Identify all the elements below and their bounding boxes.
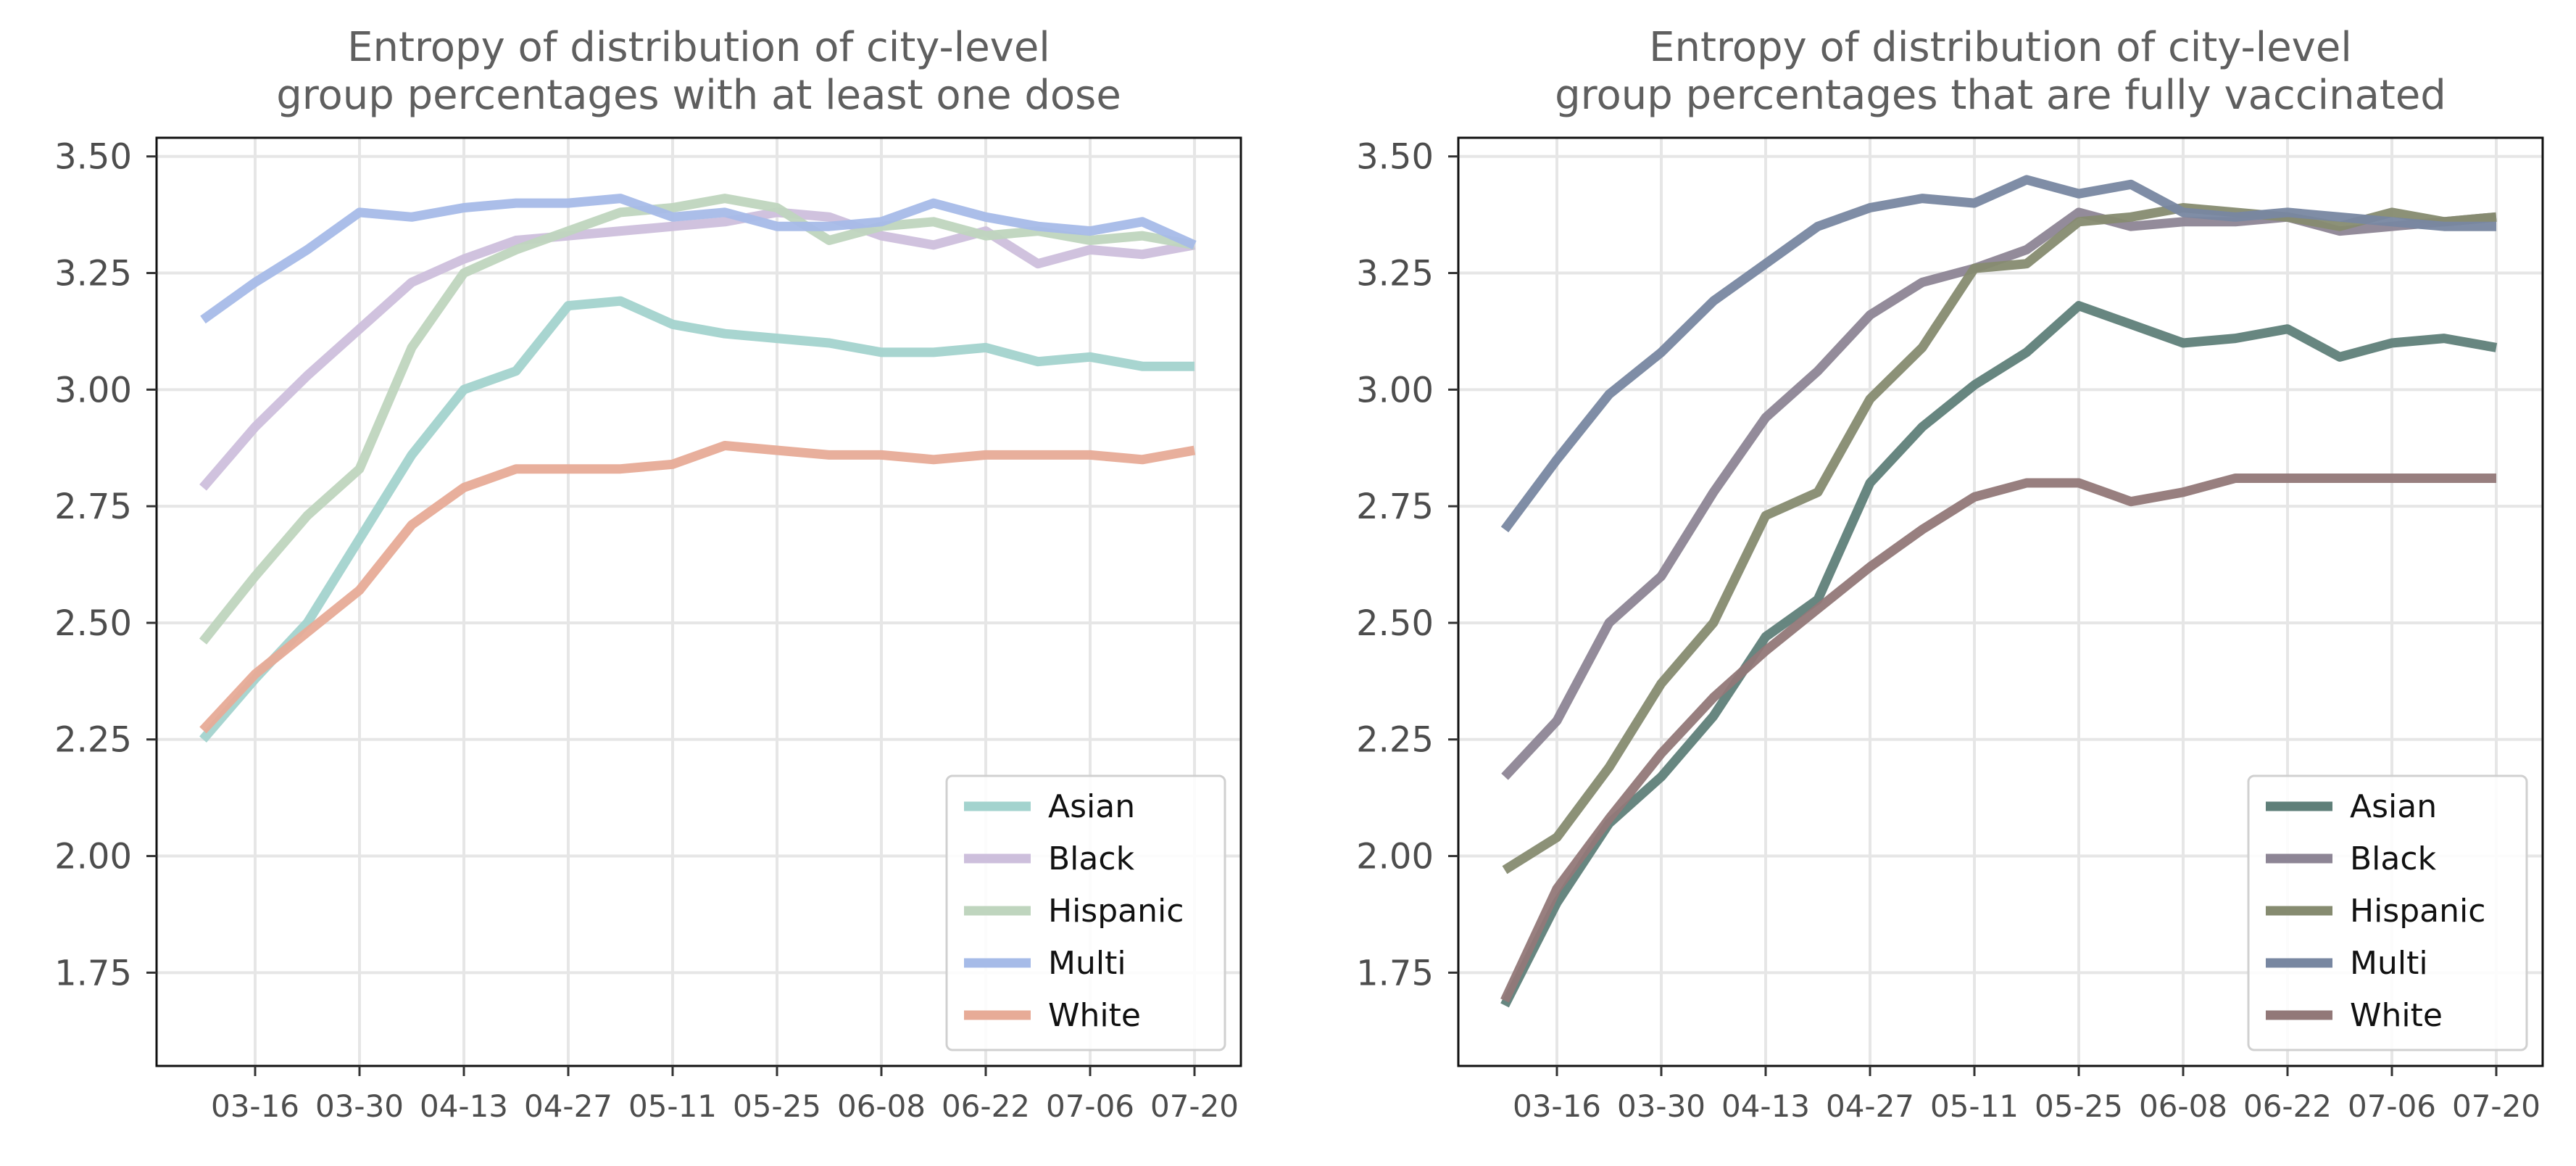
x-tick-label: 05-25 (733, 1088, 821, 1124)
x-axis: 03-16 03-30 04-13 04-27 05-11 05-25 06-08 06-22… (1513, 1066, 2540, 1124)
x-tick-label: 03-16 (1513, 1088, 1601, 1124)
x-tick-label: 03-30 (315, 1088, 404, 1124)
y-tick-label: 3.25 (54, 254, 132, 294)
legend-item-white: White (964, 997, 1141, 1034)
x-tick-label: 04-13 (420, 1088, 508, 1124)
y-tick-label: 2.75 (54, 487, 132, 527)
legend-item-asian: Asian (964, 788, 1135, 825)
legend: Asian Black Hispanic Multi White (945, 774, 1226, 1051)
legend-item-white: White (2266, 997, 2443, 1034)
series-line-asian (1500, 301, 2498, 1008)
x-tick-label: 07-20 (1150, 1088, 1239, 1124)
series-line-white (1500, 474, 2496, 1003)
legend-item-multi: Multi (2266, 945, 2428, 982)
x-tick-label: 07-06 (2348, 1088, 2436, 1124)
legend: Asian Black Hispanic Multi White (2247, 774, 2528, 1051)
axes-frame (155, 136, 1242, 1067)
x-tick-label: 06-22 (2243, 1088, 2332, 1124)
x-tick-label: 04-27 (1826, 1088, 1914, 1124)
x-tick-label: 07-20 (2452, 1088, 2540, 1124)
x-tick-label: 05-11 (628, 1088, 717, 1124)
series-line-hispanic (1502, 203, 2497, 874)
x-tick-label: 04-27 (524, 1088, 612, 1124)
y-tick-label: 2.50 (1356, 603, 1434, 644)
legend-label: Hispanic (1048, 893, 1184, 930)
x-axis: 03-16 03-30 04-13 04-27 05-11 05-25 06-08 06-22… (211, 1066, 1239, 1124)
legend-label: Multi (2350, 945, 2428, 982)
series-line-black (199, 207, 1196, 491)
x-tick-label: 05-11 (1930, 1088, 2019, 1124)
y-tick-label: 2.00 (1356, 837, 1434, 877)
legend-label: White (1048, 997, 1141, 1034)
grid (157, 138, 1241, 1066)
legend-label: Black (1048, 840, 1135, 877)
y-tick-label: 1.75 (54, 953, 132, 993)
legend-label: Black (2350, 840, 2437, 877)
legend-label: Asian (2350, 788, 2437, 825)
y-tick-label: 1.75 (1356, 953, 1434, 993)
chart-title-line: group percentages with at least one dose (276, 72, 1121, 119)
x-tick-label: 06-22 (942, 1088, 1030, 1124)
y-tick-label: 3.00 (1356, 370, 1434, 410)
x-tick-label: 05-25 (2035, 1088, 2123, 1124)
y-tick-label: 2.50 (54, 603, 132, 644)
x-tick-label: 07-06 (1046, 1088, 1134, 1124)
y-tick-label: 3.50 (1356, 137, 1434, 178)
axes-frame (1457, 136, 2544, 1067)
x-tick-label: 06-08 (2139, 1088, 2227, 1124)
chart-title-line: Entropy of distribution of city-level (1649, 24, 2352, 71)
chart-title-line: group percentages that are fully vaccina… (1555, 72, 2446, 119)
legend-label: White (2350, 997, 2443, 1034)
x-tick-label: 06-08 (837, 1088, 926, 1124)
y-tick-label: 2.25 (1356, 720, 1434, 761)
x-tick-label: 03-30 (1617, 1088, 1705, 1124)
legend-box (945, 774, 1226, 1051)
legend-label: Hispanic (2350, 893, 2485, 930)
series-lines (1500, 175, 2498, 1008)
chart-title-line: Entropy of distribution of city-level (347, 24, 1050, 71)
series-line-asian (199, 296, 1194, 743)
series-line-multi (1500, 175, 2496, 533)
legend-item-black: Black (964, 840, 1135, 877)
y-tick-label: 2.25 (54, 720, 132, 761)
y-tick-label: 2.75 (1356, 487, 1434, 527)
series-line-white (199, 441, 1196, 734)
y-axis: 1.75 2.00 2.25 2.50 2.75 3.00 3.25 3.50 (1356, 137, 1458, 993)
y-axis: 1.75 2.00 2.25 2.50 2.75 3.00 3.25 3.50 (54, 137, 157, 993)
y-tick-label: 3.00 (54, 370, 132, 410)
series-line-multi (200, 194, 1197, 324)
y-tick-label: 3.25 (1356, 254, 1434, 294)
legend-label: Multi (1048, 945, 1126, 982)
legend-box (2247, 774, 2528, 1051)
x-tick-label: 03-16 (211, 1088, 299, 1124)
y-tick-label: 3.50 (54, 137, 132, 178)
legend-item-black: Black (2266, 840, 2437, 877)
x-tick-label: 04-13 (1721, 1088, 1810, 1124)
legend-label: Asian (1048, 788, 1135, 825)
series-lines (199, 194, 1197, 743)
series-line-hispanic (199, 194, 1196, 645)
legend-item-multi: Multi (964, 945, 1126, 982)
y-tick-label: 2.00 (54, 837, 132, 877)
legend-item-hispanic: Hispanic (2266, 893, 2485, 930)
legend-item-hispanic: Hispanic (964, 893, 1184, 930)
legend-item-asian: Asian (2266, 788, 2437, 825)
